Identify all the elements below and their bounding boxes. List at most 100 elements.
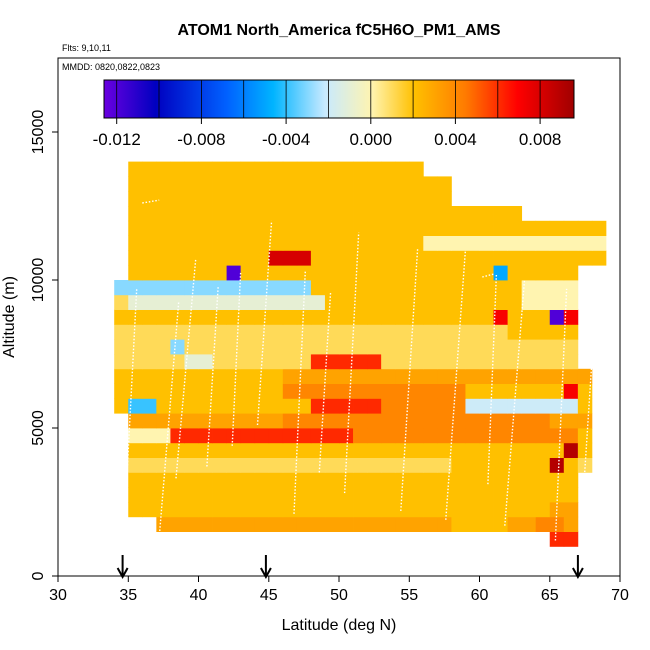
- x-tick-label: 65: [541, 587, 559, 604]
- heatmap-cell: [521, 398, 537, 414]
- heatmap-cell: [479, 339, 494, 355]
- heatmap-cell: [451, 398, 466, 414]
- colorbar-tick-label: -0.004: [262, 130, 310, 149]
- heatmap-cell: [212, 428, 227, 444]
- heatmap-cell: [282, 309, 298, 325]
- heatmap-cell: [170, 398, 185, 414]
- heatmap-cell: [423, 220, 438, 236]
- heatmap-cell: [128, 324, 143, 340]
- heatmap-cell: [310, 398, 326, 414]
- heatmap-cell: [324, 442, 340, 458]
- heatmap-cell: [254, 339, 270, 355]
- heatmap-cell: [254, 472, 270, 488]
- heatmap-cell: [324, 280, 340, 296]
- heatmap-cell: [367, 324, 382, 340]
- heatmap-cell: [339, 383, 354, 399]
- heatmap-cell: [240, 383, 256, 399]
- heatmap-cell: [310, 516, 326, 532]
- heatmap-cell: [212, 354, 227, 370]
- heatmap-cell: [493, 502, 508, 518]
- heatmap-cell: [409, 368, 424, 384]
- heatmap-cell: [451, 294, 466, 310]
- heatmap-cell: [170, 457, 185, 473]
- heatmap-cell: [268, 324, 284, 340]
- heatmap-cell: [437, 294, 452, 310]
- heatmap-cell: [563, 235, 579, 251]
- heatmap-cell: [170, 161, 185, 177]
- heatmap-cell: [367, 413, 382, 429]
- heatmap-cell: [310, 161, 326, 177]
- heatmap-cell: [437, 191, 452, 207]
- heatmap-cell: [198, 472, 213, 488]
- chart-title: ATOM1 North_America fC5H6O_PM1_AMS: [177, 22, 500, 39]
- flights-label: Flts: 9,10,11: [62, 43, 111, 53]
- heatmap-cell: [310, 265, 326, 281]
- heatmap-cell: [465, 442, 480, 458]
- heatmap-cell: [128, 368, 143, 384]
- heatmap-cell: [184, 294, 199, 310]
- heatmap-cell: [170, 368, 185, 384]
- heatmap-cell: [549, 457, 565, 473]
- heatmap-cell: [549, 383, 565, 399]
- heatmap-cell: [437, 354, 452, 370]
- colorbar-tick-label: 0.004: [434, 130, 477, 149]
- heatmap-cell: [409, 398, 424, 414]
- heatmap-cell: [212, 309, 227, 325]
- heatmap-cell: [549, 309, 565, 325]
- heatmap-cell: [184, 324, 199, 340]
- heatmap-cell: [465, 235, 480, 251]
- heatmap-cell: [521, 502, 537, 518]
- heatmap-cell: [282, 294, 298, 310]
- heatmap-cell: [282, 516, 298, 532]
- heatmap-cell: [437, 368, 452, 384]
- heatmap-cell: [128, 339, 143, 355]
- heatmap-cell: [381, 280, 396, 296]
- heatmap-cell: [198, 457, 213, 473]
- heatmap-cell: [170, 428, 185, 444]
- heatmap-cell: [212, 516, 227, 532]
- heatmap-cell: [310, 339, 326, 355]
- heatmap-cell: [282, 398, 298, 414]
- heatmap-cell: [296, 442, 312, 458]
- heatmap-cell: [198, 398, 213, 414]
- heatmap-cell: [479, 280, 494, 296]
- heatmap-cell: [409, 191, 424, 207]
- heatmap-cell: [282, 324, 298, 340]
- heatmap-cell: [493, 368, 508, 384]
- heatmap-cell: [381, 502, 396, 518]
- heatmap-cell: [296, 206, 312, 222]
- heatmap-cell: [170, 502, 185, 518]
- heatmap-cell: [465, 516, 480, 532]
- heatmap-cell: [254, 265, 270, 281]
- heatmap-cell: [451, 413, 466, 429]
- heatmap-cell: [198, 339, 213, 355]
- heatmap-cell: [381, 339, 396, 355]
- heatmap-cell: [479, 250, 494, 266]
- heatmap-cell: [156, 487, 171, 503]
- heatmap-cell: [240, 354, 256, 370]
- heatmap-cell: [353, 442, 368, 458]
- heatmap-cell: [437, 487, 452, 503]
- heatmap-cell: [324, 206, 340, 222]
- heatmap-cell: [563, 250, 579, 266]
- heatmap-cell: [451, 428, 466, 444]
- heatmap-cell: [465, 265, 480, 281]
- heatmap-cell: [521, 428, 537, 444]
- heatmap-cell: [142, 324, 157, 340]
- flight-track-segment: [231, 271, 242, 446]
- heatmap-cell: [170, 250, 185, 266]
- heatmap-cell: [591, 250, 607, 266]
- heatmap-cell: [549, 265, 565, 281]
- heatmap-cell: [254, 220, 270, 236]
- heatmap-cell: [381, 220, 396, 236]
- heatmap-cell: [184, 368, 199, 384]
- heatmap-cell: [114, 294, 129, 310]
- heatmap-cell: [128, 250, 143, 266]
- heatmap-cell: [184, 206, 199, 222]
- heatmap-cell: [212, 206, 227, 222]
- heatmap-cell: [268, 442, 284, 458]
- flight-track-segment: [580, 274, 599, 535]
- heatmap-cell: [353, 516, 368, 532]
- y-axis: 0 5000 10000 15000: [30, 110, 58, 580]
- heatmap-cell: [507, 220, 523, 236]
